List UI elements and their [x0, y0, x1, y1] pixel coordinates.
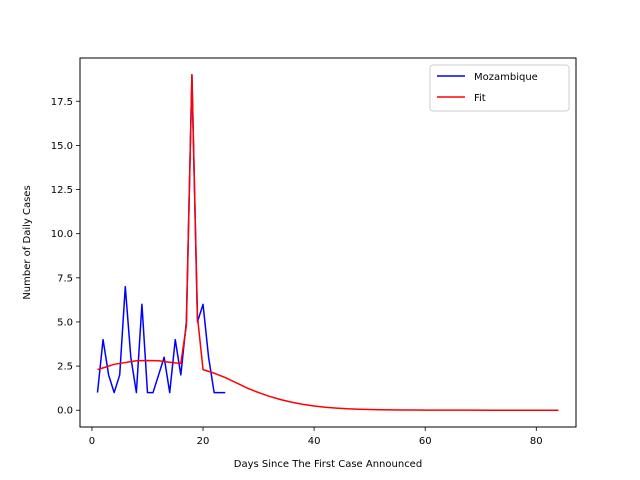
y-tick-label: 17.5: [51, 97, 73, 108]
y-tick-label: 15.0: [51, 141, 73, 152]
legend-label-fit: Fit: [474, 93, 486, 104]
y-tick-label: 10.0: [51, 229, 73, 240]
series-line-fit: [97, 74, 559, 411]
y-tick-label: 0.0: [57, 406, 73, 417]
y-tick-label: 5.0: [57, 317, 73, 328]
plot-lines: [96, 74, 559, 411]
x-tick-label: 80: [530, 436, 543, 447]
y-tick-label: 2.5: [57, 362, 73, 373]
legend: Mozambique Fit: [429, 64, 570, 112]
x-axis-ticks: 0 20 40 60 80: [89, 427, 543, 447]
x-tick-label: 40: [308, 436, 321, 447]
x-tick-label: 20: [197, 436, 210, 447]
x-tick-label: 0: [89, 436, 95, 447]
y-tick-label: 7.5: [57, 273, 73, 284]
y-tick-label: 12.5: [51, 185, 73, 196]
y-axis-label: Number of Daily Cases: [22, 185, 33, 299]
y-axis-ticks: 0.0 2.5 5.0 7.5 10.0 12.5 15.0 17.5: [51, 97, 80, 417]
plot-area-frame: [79, 57, 577, 428]
legend-label-mozambique: Mozambique: [474, 72, 538, 83]
series-line-mozambique: [96, 74, 226, 394]
x-axis-label: Days Since The First Case Announced: [234, 459, 422, 470]
x-tick-label: 60: [419, 436, 432, 447]
